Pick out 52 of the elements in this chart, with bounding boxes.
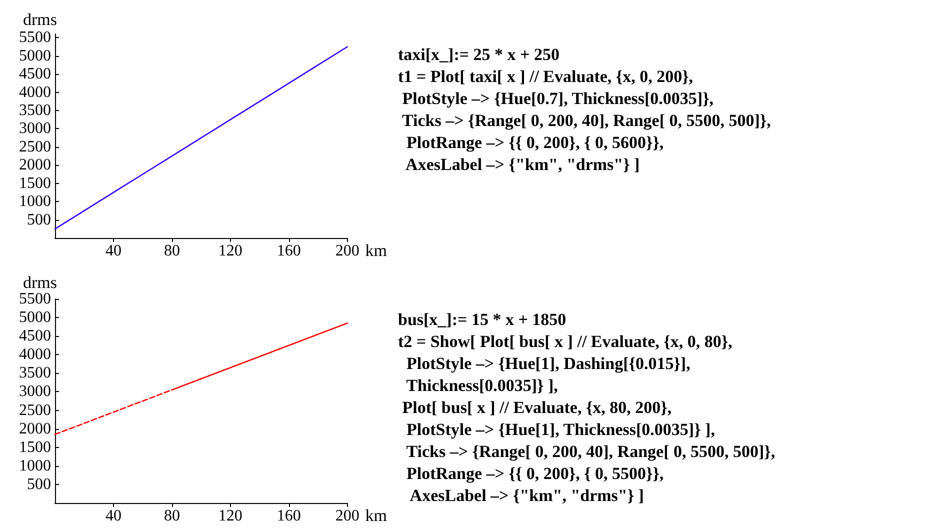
y-tick-label: 2500 (19, 138, 51, 156)
y-tick-label: 2000 (19, 156, 51, 174)
x-tick-label: 120 (218, 508, 242, 524)
y-tick-label: 1000 (19, 193, 51, 210)
y-axis-title: drms (23, 273, 57, 292)
text: PlotRange –> {{ 0, 200}, { 0, 5600}}, (406, 132, 665, 154)
x-tick-label: 200 (335, 242, 360, 260)
y-axis-title: drms (23, 10, 57, 29)
text: Ticks –> {Range[ 0, 200, 40], Range[ 0, 5500, 500]}, (405, 441, 776, 463)
text: PlotStyle –> {Hue[1], Dashing[{0.015}], (406, 353, 692, 375)
y-tick-label: 1500 (19, 438, 51, 456)
y-tick-label: 3000 (19, 383, 51, 400)
y-tick-label: 3000 (19, 120, 51, 138)
x-tick-label: 80 (164, 508, 180, 524)
x-tick-label: 120 (218, 242, 242, 260)
y-tick-label: 500 (27, 211, 51, 228)
y-tick-label: 4500 (19, 328, 51, 345)
x-tick-label: 200 (335, 508, 360, 524)
x-tick-label: 40 (105, 508, 122, 524)
x-tick-label: 160 (276, 508, 301, 524)
y-tick-label: 2000 (19, 420, 51, 438)
y-tick-label: 5500 (19, 290, 51, 308)
line-series (54, 46, 348, 230)
text: PlotRange –> {{ 0, 200}, { 0, 5500}}, (406, 463, 665, 485)
x-axis-title: km (365, 506, 388, 525)
text: t1 = Plot[ taxi[ x ] // Evaluate, {x, 0, 200}, (398, 66, 694, 88)
x-tick-label: 80 (164, 242, 180, 260)
y-tick-label: 1500 (19, 174, 51, 192)
y-tick-label: 4000 (19, 84, 51, 101)
text: PlotStyle –> {Hue[1], Thickness[0.0035]} ], (406, 419, 716, 441)
text: Thickness[0.0035]} ], (405, 375, 559, 397)
x-tick-label: 160 (276, 242, 301, 260)
y-tick-label: 500 (27, 476, 51, 493)
x-axis-title: km (365, 241, 388, 260)
y-tick-label: 4000 (19, 346, 51, 364)
text: Plot[ bus[ x ] // Evaluate, {x, 80, 200}, (401, 397, 673, 419)
y-tick-label: 1000 (19, 457, 51, 474)
text: AxesLabel –> {"km", "drms"} ] (408, 485, 645, 507)
text: Ticks –> {Range[ 0, 200, 40], Range[ 0, 5500, 500]}, (400, 110, 771, 132)
text: PlotStyle –> {Hue[0.7], Thickness[0.0035]}, (401, 88, 715, 110)
y-tick-label: 5000 (19, 309, 51, 326)
y-tick-label: 5000 (19, 47, 51, 64)
y-tick-label: 5500 (19, 29, 51, 46)
text: bus[x_]:= 15 * x + 1850 (398, 309, 568, 331)
text: taxi[x_]:= 25 * x + 250 (398, 44, 560, 66)
text: t2 = Show[ Plot[ bus[ x ] // Evaluate, {x, 0, 80}, (398, 331, 734, 353)
y-tick-label: 4500 (19, 66, 51, 83)
y-tick-label: 3500 (19, 364, 51, 382)
x-tick-label: 40 (105, 242, 122, 260)
y-tick-label: 2500 (19, 402, 51, 419)
text: AxesLabel –> {"km", "drms"} ] (404, 154, 641, 176)
y-tick-label: 3500 (19, 102, 51, 119)
